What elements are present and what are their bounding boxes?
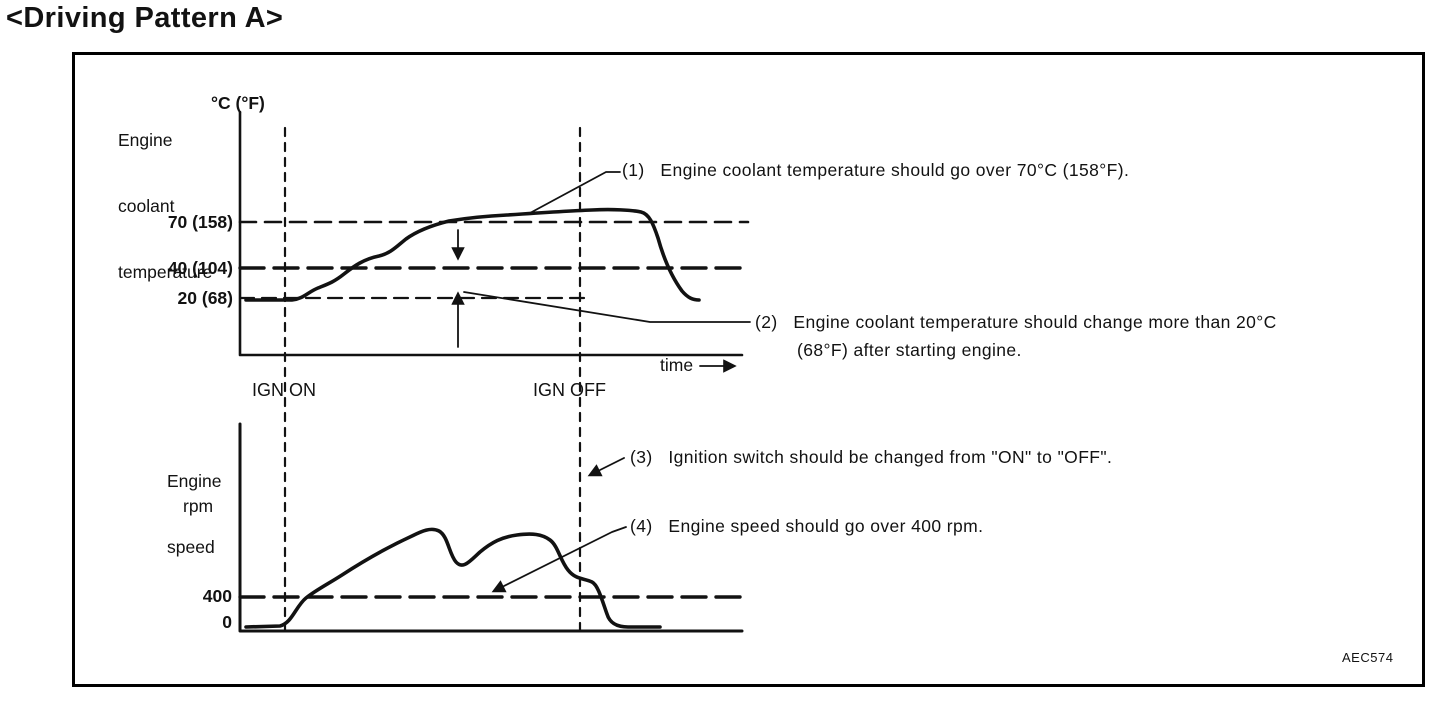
ign-on-label: IGN ON (252, 380, 317, 400)
annotation-3: (3) Ignition switch should be changed fr… (630, 447, 1113, 467)
coolant-axis-label-line1: Engine (118, 130, 173, 150)
page-title: <Driving Pattern A> (6, 2, 284, 34)
time-label: time (660, 355, 694, 375)
figure-code: AEC574 (1342, 650, 1394, 665)
coolant-axis-label-line3: temperature (118, 262, 213, 282)
speed-axis-label-line1: Engine (167, 471, 222, 491)
speed-axis-label-line2: speed (167, 537, 215, 557)
ytick-20: 20 (68) (177, 288, 233, 308)
annotation-1: (1) Engine coolant temperature should go… (622, 160, 1130, 180)
ytick-400: 400 (202, 586, 232, 606)
speed-axis-label: Engine speed (167, 426, 222, 602)
ytick-70: 70 (158) (167, 212, 233, 232)
rpm-unit-label: rpm (183, 496, 214, 516)
ytick-40: 40 (104) (167, 258, 233, 278)
coolant-axis-label: Engine coolant temperature (118, 85, 212, 327)
annotation-4: (4) Engine speed should go over 400 rpm. (630, 516, 984, 536)
annotation-2-line1: (2) Engine coolant temperature should ch… (755, 312, 1277, 332)
temp-unit-label: °C (°F) (211, 93, 265, 113)
ign-off-label: IGN OFF (533, 380, 606, 400)
coolant-axis-label-line2: coolant (118, 196, 175, 216)
figure-border (72, 52, 1425, 687)
ytick-0: 0 (222, 612, 232, 632)
annotation-2-line2: (68°F) after starting engine. (797, 340, 1022, 360)
